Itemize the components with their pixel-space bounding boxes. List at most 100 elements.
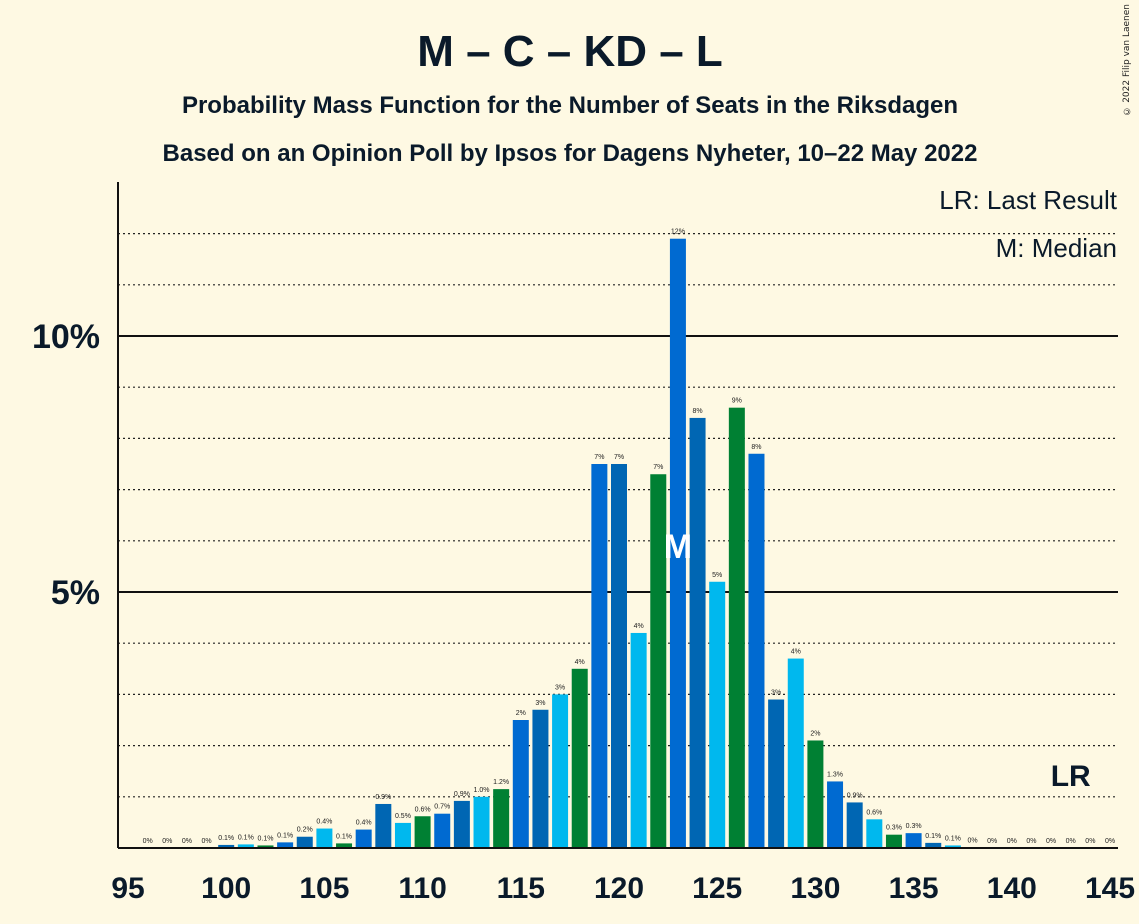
- data-label-124: 8%: [692, 408, 702, 415]
- bar-102: [257, 845, 274, 848]
- y-tick-label-5: 5%: [51, 574, 100, 612]
- x-tick-label-120: 120: [594, 872, 644, 905]
- data-label-134: 0.3%: [886, 825, 902, 832]
- data-label-140: 0%: [1007, 838, 1017, 845]
- y-tick-label-10: 10%: [32, 318, 100, 356]
- data-labels: 0% 0% 0% 0% 0.1% 0.1% 0.1% 0.1%0.2%0.4%0.1%0.4%…: [143, 229, 1115, 845]
- bar-109: [394, 822, 411, 848]
- data-label-137: 0.1%: [945, 835, 961, 842]
- axes: [117, 182, 1118, 849]
- data-label-115: 2%: [516, 710, 526, 717]
- data-label-122: 7%: [653, 464, 663, 471]
- data-label-101: 0.1%: [238, 834, 254, 841]
- x-tick-label-130: 130: [790, 872, 840, 905]
- legend-last-result: LR: Last Result: [939, 185, 1118, 215]
- data-label-131: 1.3%: [827, 771, 843, 778]
- x-tick-label-105: 105: [299, 872, 349, 905]
- bar-107: [355, 829, 372, 848]
- bar-121: [630, 632, 647, 848]
- bar-113: [473, 796, 490, 848]
- data-label-126: 9%: [732, 398, 742, 405]
- bar-123: [669, 238, 686, 849]
- bar-124: [689, 417, 706, 848]
- data-label-139: 0%: [987, 838, 997, 845]
- bar-137: [944, 845, 961, 848]
- bar-103: [277, 842, 294, 848]
- data-label-112: 0.9%: [454, 791, 470, 798]
- data-label-117: 3%: [555, 684, 565, 691]
- data-label-130: 2%: [810, 730, 820, 737]
- legend-median: M: Median: [996, 233, 1117, 263]
- data-label-116: 3%: [535, 700, 545, 707]
- data-label-133: 0.6%: [866, 809, 882, 816]
- x-tick-label-145: 145: [1085, 872, 1135, 905]
- bar-134: [885, 834, 902, 848]
- bar-100: [218, 844, 235, 848]
- bar-126: [728, 407, 745, 848]
- data-label-104: 0.2%: [297, 827, 313, 834]
- copyright-credit: © 2022 Filip van Laenen: [1122, 4, 1132, 116]
- data-label-132: 0.9%: [847, 792, 863, 799]
- bar-110: [414, 816, 431, 848]
- data-label-141: 0%: [1026, 838, 1036, 845]
- bar-129: [787, 658, 804, 848]
- data-label-118: 4%: [575, 659, 585, 666]
- data-label-125: 5%: [712, 572, 722, 579]
- data-label-97: 0%: [162, 838, 172, 845]
- data-label-114: 1.2%: [493, 779, 509, 786]
- x-tick-label-110: 110: [398, 872, 446, 905]
- data-label-129: 4%: [791, 649, 801, 656]
- x-tick-label-125: 125: [692, 872, 742, 905]
- bar-125: [709, 581, 726, 848]
- chart-title: M – C – KD – L: [417, 27, 723, 76]
- data-label-128: 3%: [771, 690, 781, 697]
- data-label-119: 7%: [594, 454, 604, 461]
- data-label-121: 4%: [634, 623, 644, 630]
- data-label-107: 0.4%: [356, 820, 372, 827]
- bar-108: [375, 803, 392, 848]
- bar-130: [807, 740, 824, 848]
- bar-112: [453, 800, 470, 848]
- bar-114: [493, 789, 510, 848]
- data-label-100: 0.1%: [218, 835, 234, 842]
- data-label-143: 0%: [1066, 838, 1076, 845]
- bar-135: [905, 833, 922, 848]
- bar-127: [748, 453, 765, 848]
- x-tick-label-95: 95: [111, 872, 144, 905]
- data-label-99: 0%: [201, 838, 211, 845]
- data-label-103: 0.1%: [277, 832, 293, 839]
- data-label-106: 0.1%: [336, 833, 352, 840]
- data-label-144: 0%: [1085, 838, 1095, 845]
- data-label-135: 0.3%: [906, 823, 922, 830]
- bar-136: [925, 842, 942, 848]
- x-tick-label-115: 115: [497, 872, 545, 905]
- bar-101: [237, 844, 254, 848]
- bar-131: [827, 781, 844, 848]
- data-label-138: 0%: [967, 837, 977, 844]
- bar-122: [650, 474, 667, 848]
- data-label-96: 0%: [143, 838, 153, 845]
- median-marker: M: [664, 528, 692, 566]
- bar-128: [768, 699, 785, 848]
- bars: [218, 238, 981, 849]
- data-label-123: 12%: [671, 229, 685, 236]
- data-label-102: 0.1%: [257, 835, 273, 842]
- x-tick-label-100: 100: [201, 872, 251, 905]
- data-label-110: 0.6%: [415, 806, 431, 813]
- data-label-145: 0%: [1105, 838, 1115, 845]
- x-tick-label-140: 140: [987, 872, 1037, 905]
- bar-120: [611, 464, 627, 848]
- data-label-108: 0.9%: [375, 794, 391, 801]
- chart-subtitle: Probability Mass Function for the Number…: [182, 92, 958, 119]
- data-label-105: 0.4%: [316, 819, 332, 826]
- bar-111: [434, 813, 451, 848]
- data-label-127: 8%: [751, 444, 761, 451]
- bar-118: [571, 668, 588, 848]
- data-label-109: 0.5%: [395, 813, 411, 820]
- chart-subtitle-2: Based on an Opinion Poll by Ipsos for Da…: [163, 140, 978, 167]
- x-tick-label-135: 135: [889, 872, 939, 905]
- bar-104: [296, 836, 313, 848]
- bar-116: [532, 709, 549, 848]
- bar-119: [591, 464, 608, 848]
